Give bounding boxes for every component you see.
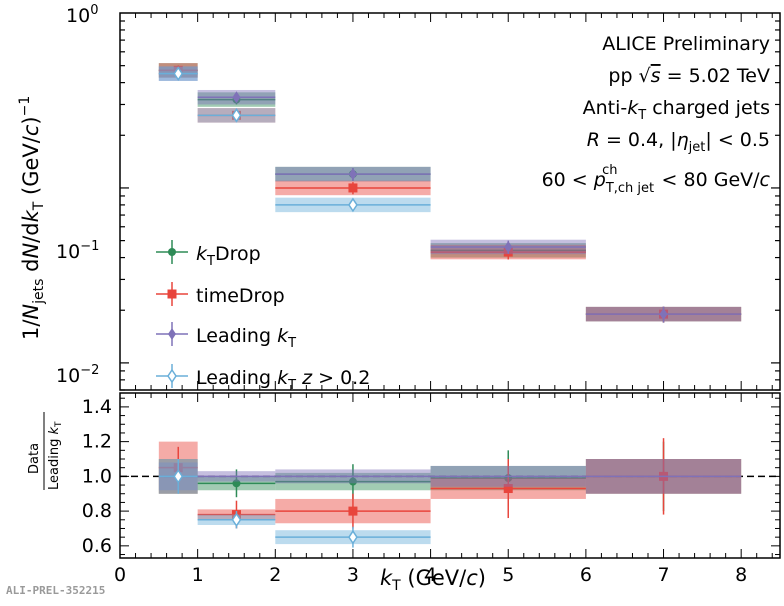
ytick-1e0: 100 [66, 3, 98, 27]
ytick-1e-1: 10−1 [56, 239, 99, 263]
legend-label-leading-kt-z: Leading kT z > 0.2 [196, 367, 370, 393]
legend-label-leading-kt: Leading kT [196, 325, 296, 351]
top-y-ticklabels: 100 10−1 10−2 [56, 3, 99, 387]
legend-marker [168, 328, 176, 340]
annotation-line-3: Anti-kT charged jets [583, 97, 770, 123]
ratio-marker [231, 512, 242, 528]
annotation-line-4: R = 0.4, |ηjet| < 0.5 [587, 129, 770, 155]
ratio-marker [173, 469, 184, 484]
ratio-plot-frame [119, 392, 781, 559]
annotation-line-5: 60 < pT,ch jetch < 80 GeV/c [542, 163, 771, 196]
top-marker [659, 308, 668, 321]
top-marker [232, 91, 241, 104]
top-marker [504, 240, 513, 253]
ratio-marker [348, 529, 358, 545]
xtick-label: 8 [735, 564, 747, 586]
top-marker [173, 66, 184, 82]
ratio-marker [232, 479, 241, 488]
xtick-label: 0 [114, 564, 126, 586]
ratio-panel: 0.6 0.8 1.0 1.2 1.4 0 1 2 3 4 5 6 7 8 [82, 392, 781, 586]
annotation-line-1: ALICE Preliminary [602, 33, 770, 55]
xtick-label: 3 [347, 564, 359, 586]
svg-text:Leading kT: Leading kT [47, 421, 64, 490]
top-y-axis-title: 1/Njets dN/dkT (GeV/c)−1 [17, 96, 47, 340]
legend-label-ktdrop: kTDrop [196, 243, 261, 269]
top-marker [348, 197, 358, 213]
ratio-ytick-label: 1.0 [82, 465, 112, 487]
footer-id: ALI-PREL-352215 [6, 584, 106, 597]
annotation-line-2: pp √s = 5.02 TeV [608, 65, 770, 87]
top-plot-frame [119, 12, 781, 391]
legend-marker [167, 368, 177, 384]
xtick-label: 1 [192, 564, 204, 586]
top-marker [348, 168, 357, 181]
ratio-y-axis-title: Data Leading kT [27, 412, 64, 490]
legend-marker [168, 248, 176, 256]
top-panel [119, 12, 781, 391]
ytick-1e-2: 10−2 [56, 363, 99, 387]
legend-marker [167, 289, 177, 299]
top-marker [348, 183, 358, 193]
xtick-label: 6 [580, 564, 592, 586]
x-axis-title: kT (GeV/c) [380, 566, 486, 594]
ratio-ytick-label: 1.4 [82, 396, 112, 418]
svg-text:kT (GeV/c): kT (GeV/c) [380, 566, 486, 594]
xtick-label: 5 [502, 564, 514, 586]
ratio-ytick-label: 1.2 [82, 431, 112, 453]
annotation: ALICE Preliminary pp √s = 5.02 TeV Anti-… [542, 33, 771, 196]
ratio-marker [503, 484, 513, 494]
xtick-label: 2 [269, 564, 281, 586]
ratio-ytick-label: 0.6 [82, 535, 112, 557]
svg-text:1/Njets dN/dkT (GeV/c)−1: 1/Njets dN/dkT (GeV/c)−1 [17, 96, 47, 340]
xtick-label: 7 [657, 564, 669, 586]
top-series-3 [158, 66, 431, 213]
xtick-label: 4 [425, 564, 437, 586]
ratio-ytick-label: 0.8 [82, 500, 112, 522]
legend-label-timedrop: timeDrop [196, 285, 285, 307]
legend: kTDrop timeDrop Leading kT Leading kT z … [156, 240, 370, 393]
svg-text:Data: Data [27, 443, 42, 474]
ratio-marker [348, 477, 357, 486]
ratio-series-3 [158, 459, 431, 548]
top-marker [231, 107, 242, 123]
ratio-marker [348, 506, 358, 516]
